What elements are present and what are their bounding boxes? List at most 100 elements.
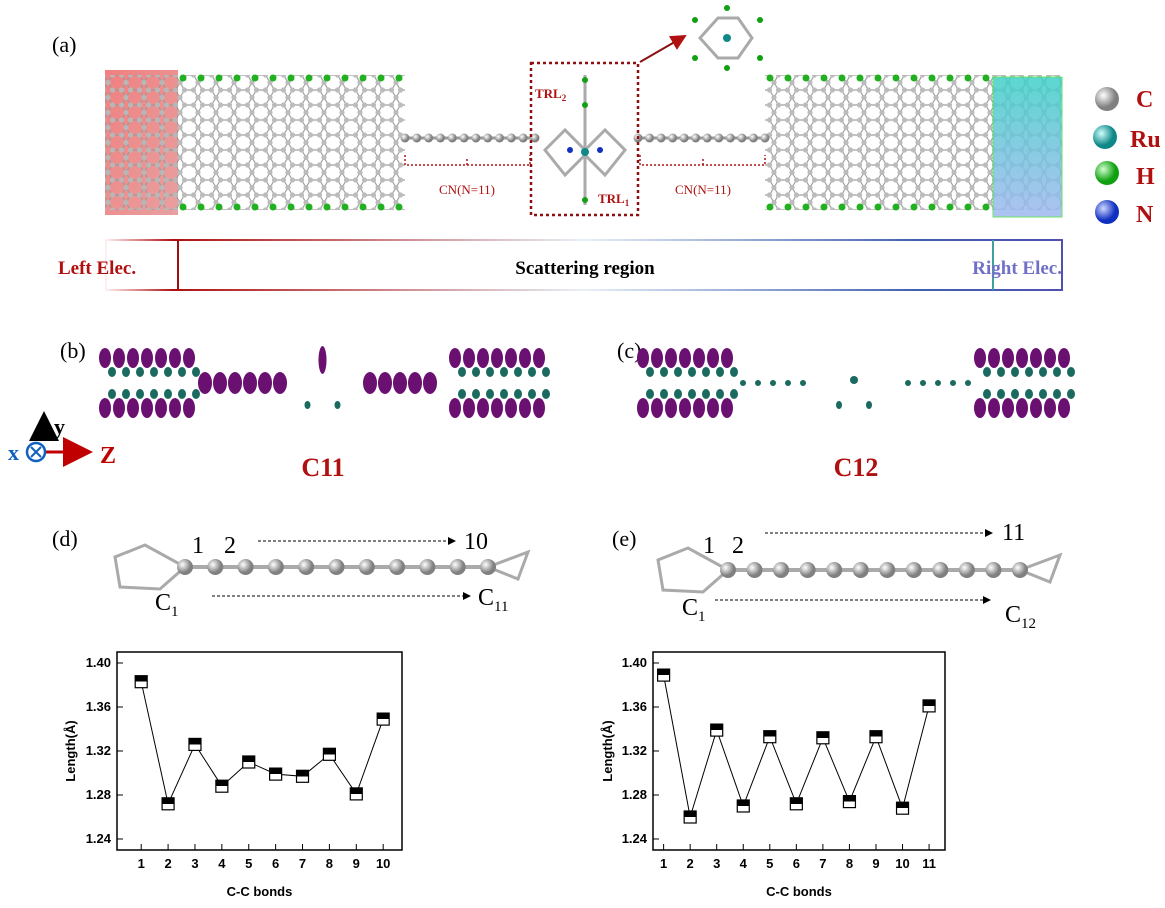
lobe [127, 398, 139, 418]
lobe [213, 372, 227, 394]
y-tick-label: 1.32 [622, 743, 647, 758]
lobe [646, 389, 654, 399]
atom-index: 10 [464, 529, 488, 555]
y-tick-label: 1.40 [622, 655, 647, 670]
lobe [974, 348, 986, 368]
lobe [164, 389, 172, 399]
legend-label: Ru [1130, 127, 1161, 153]
left-ribbon [105, 75, 405, 210]
data-point [297, 770, 309, 782]
h-atom [288, 75, 295, 82]
lobe [258, 372, 272, 394]
x-tick-label: 4 [740, 856, 748, 871]
lobe [800, 380, 806, 386]
x-tick-label: 3 [191, 856, 198, 871]
lobe [866, 401, 872, 409]
lobe [514, 367, 522, 377]
c-text: C [682, 595, 698, 621]
lobe [458, 367, 466, 377]
data-point [216, 780, 228, 792]
panel-label: (a) [52, 32, 76, 57]
lobe [178, 367, 186, 377]
lobe [1002, 398, 1014, 418]
lobe [449, 348, 461, 368]
lobe [393, 372, 407, 394]
data-point [843, 796, 855, 808]
lobe [1053, 367, 1061, 377]
lobe [665, 398, 677, 418]
data-point [377, 713, 389, 725]
c-atom [471, 134, 480, 143]
data-point [897, 802, 909, 814]
lobe [988, 348, 1000, 368]
orbital-b [99, 346, 550, 418]
lobe [651, 348, 663, 368]
c-atom [749, 134, 758, 143]
lobe [378, 372, 392, 394]
x-tick-label: 9 [872, 856, 879, 871]
trl-sub: 2 [562, 93, 567, 103]
right-elec-label: Right Elec. [972, 258, 1062, 279]
h-atom [270, 204, 277, 211]
trl1-label: TRL1 [598, 191, 630, 208]
h-atom [875, 204, 882, 211]
h-atom [378, 75, 385, 82]
c-atom [460, 134, 469, 143]
x-axis-title: C-C bonds [227, 884, 293, 899]
h-atom [216, 204, 223, 211]
c-atom [450, 559, 466, 575]
data-point [737, 800, 749, 812]
lobe [514, 389, 522, 399]
legend-label: N [1136, 202, 1154, 228]
lobe [740, 380, 746, 386]
atom-index: 2 [732, 533, 744, 559]
h-atom [396, 204, 403, 211]
c-atom [412, 134, 421, 143]
lobe [122, 367, 130, 377]
lobe [983, 367, 991, 377]
lobe [542, 389, 550, 399]
lobe [1058, 398, 1070, 418]
data-point [711, 724, 723, 736]
lobe [674, 389, 682, 399]
h-atom [893, 75, 900, 82]
data-point [764, 731, 776, 743]
c-atom [389, 559, 405, 575]
data-point [323, 748, 335, 760]
ring [658, 548, 728, 592]
c-atom [726, 134, 735, 143]
lobe [122, 389, 130, 399]
h-atom [767, 204, 774, 211]
zoom-arrow [640, 36, 685, 62]
orbital-c [637, 348, 1075, 418]
lobe [1025, 367, 1033, 377]
lobe [702, 389, 710, 399]
legend-label: H [1136, 164, 1155, 190]
legend-sphere [1095, 161, 1119, 185]
lobe [637, 348, 649, 368]
c-atom [737, 134, 746, 143]
plot-frame [117, 652, 402, 850]
lobe [305, 401, 311, 409]
lobe [542, 367, 550, 377]
x-tick-label: 5 [245, 856, 252, 871]
lobe [997, 389, 1005, 399]
x-tick-label: 3 [713, 856, 720, 871]
lobe [1067, 389, 1075, 399]
lobe [651, 398, 663, 418]
lobe [169, 398, 181, 418]
h-atom [785, 75, 792, 82]
lobe [192, 367, 200, 377]
y-tick-label: 1.36 [86, 699, 111, 714]
c-atom [985, 562, 1001, 578]
lobe [491, 398, 503, 418]
lobe [141, 348, 153, 368]
lobe [935, 380, 941, 386]
lobe [730, 367, 738, 377]
lobe [730, 389, 738, 399]
chain-diagram [658, 548, 1060, 592]
x-tick-label: 7 [819, 856, 826, 871]
data-point [270, 768, 282, 780]
legend-label: C [1136, 87, 1153, 113]
lobe [113, 348, 125, 368]
